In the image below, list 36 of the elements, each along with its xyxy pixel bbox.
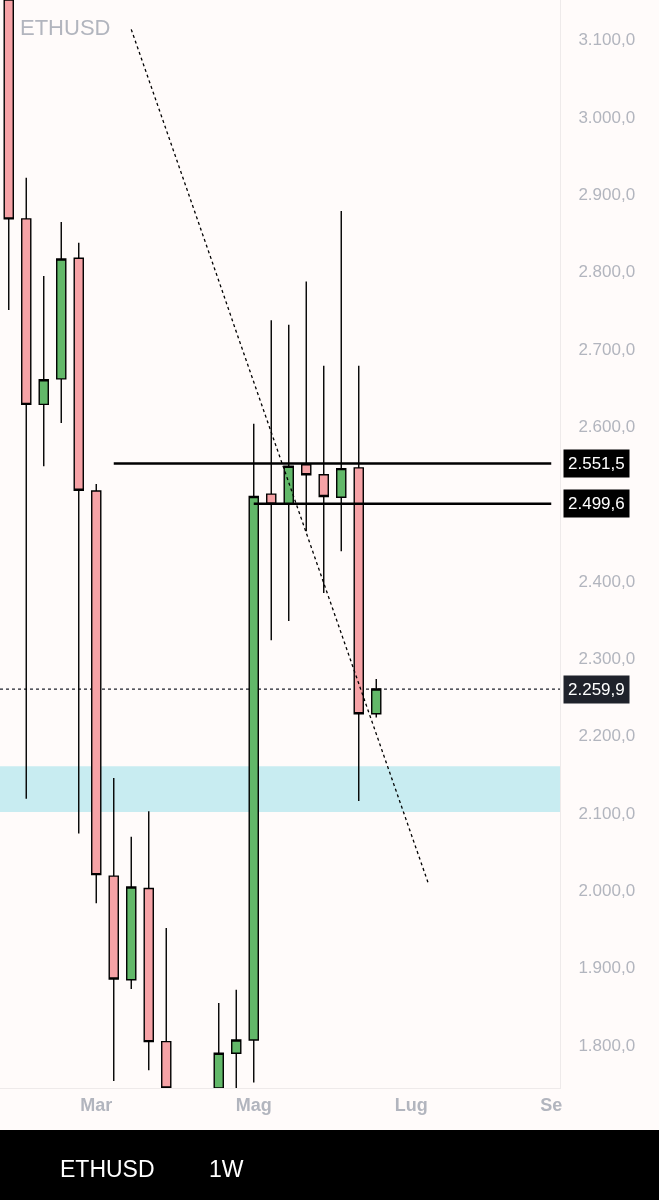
x-tick-label: Mag — [235, 1094, 272, 1115]
candlestick — [371, 678, 382, 719]
y-tick-label: 1.800,0 — [578, 1035, 636, 1055]
candlestick — [56, 221, 67, 424]
y-tick-label: 2.400,0 — [578, 571, 636, 591]
y-tick-label: 2.700,0 — [578, 339, 636, 359]
candlestick — [231, 989, 242, 1088]
y-tick-label: 2.600,0 — [578, 417, 636, 437]
y-tick-label: 1.900,0 — [578, 958, 636, 978]
candlestick — [108, 777, 119, 1082]
y-tick-label: 3.100,0 — [578, 30, 636, 50]
y-tick-label: 3.000,0 — [578, 107, 636, 127]
ref-line-label: 2.259,9 — [568, 680, 625, 699]
candlestick — [126, 835, 137, 990]
candlestick — [38, 275, 49, 467]
candlestick — [21, 177, 32, 800]
data-label: 2.551,5 — [568, 454, 625, 473]
candlestick — [73, 242, 84, 835]
text: ETHUSD — [60, 1156, 155, 1182]
x-tick-label: Se — [540, 1094, 563, 1115]
text: 1W — [209, 1156, 244, 1182]
x-tick-label: Lug — [394, 1094, 428, 1115]
candlestick — [91, 483, 102, 904]
y-tick-label: 2.300,0 — [578, 649, 636, 669]
candlestick — [143, 810, 154, 1071]
y-tick-label: 2.200,0 — [578, 726, 636, 746]
y-tick-label: 2.000,0 — [578, 880, 636, 900]
candlestick — [3, 0, 14, 311]
y-tick-label: 2.900,0 — [578, 185, 636, 205]
text: ETHUSD — [20, 14, 111, 40]
x-tick-label: Mar — [80, 1094, 113, 1115]
y-tick-label: 2.800,0 — [578, 262, 636, 282]
candlestick — [161, 927, 172, 1088]
data-label: 2.499,6 — [568, 494, 625, 513]
y-tick-label: 2.100,0 — [578, 803, 636, 823]
candlestick — [213, 1002, 224, 1088]
